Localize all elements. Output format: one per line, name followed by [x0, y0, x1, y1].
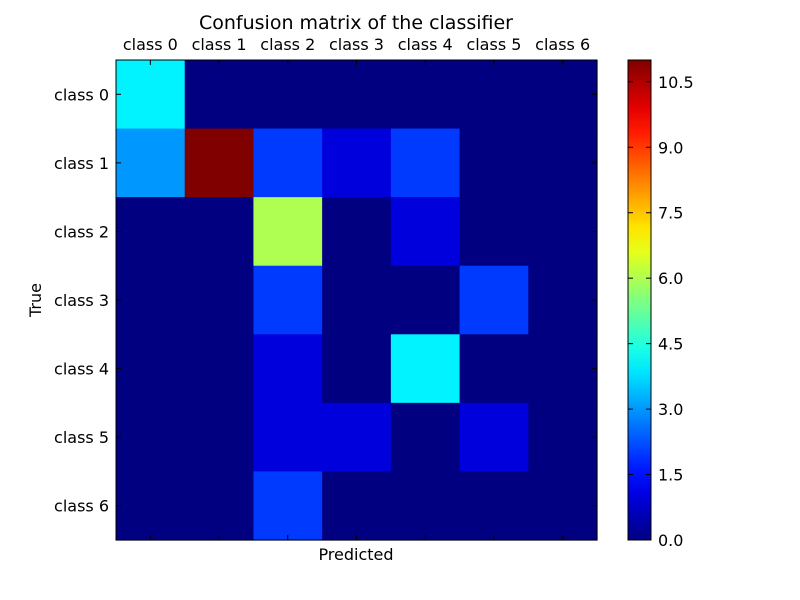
heatmap-cell-r4-c1 — [184, 334, 255, 404]
heatmap-cell-r5-c2 — [253, 402, 323, 473]
heatmap-cell-r0-c1 — [184, 60, 255, 130]
heatmap-cell-r1-c2 — [253, 128, 323, 198]
heatmap-cell-r5-c1 — [184, 402, 255, 473]
heatmap-cell-r3-c1 — [184, 265, 255, 335]
x-tick-label: class 6 — [535, 35, 590, 54]
heatmap-cell-r1-c1 — [184, 128, 255, 198]
heatmap-cell-r6-c5 — [459, 471, 529, 541]
colorbar-tick-label: 3.0 — [658, 400, 683, 419]
heatmap-cell-r2-c0 — [116, 197, 186, 267]
colorbar-tick-label: 1.5 — [658, 466, 683, 485]
colorbar-tick-label: 6.0 — [658, 269, 683, 288]
x-tick-label: class 2 — [260, 35, 315, 54]
heatmap-cell-r5-c5 — [459, 402, 529, 473]
heatmap-cell-r2-c3 — [322, 197, 392, 267]
y-tick-label: class 2 — [54, 222, 109, 241]
colorbar-tick-label: 10.5 — [658, 73, 694, 92]
heatmap-cell-r1-c5 — [459, 128, 529, 198]
heatmap-cell-r5-c0 — [116, 402, 186, 473]
heatmap-cell-r1-c6 — [528, 128, 598, 198]
heatmap-cell-r0-c6 — [528, 60, 598, 130]
heatmap-cell-r4-c4 — [390, 334, 461, 404]
heatmap-cell-r2-c2 — [253, 197, 323, 267]
heatmap-cell-r4-c2 — [253, 334, 323, 404]
colorbar-tick-label: 9.0 — [658, 138, 683, 157]
x-tick-label: class 0 — [123, 35, 178, 54]
heatmap-cell-r4-c6 — [528, 334, 598, 404]
colorbar — [627, 59, 652, 541]
heatmap-cell-r2-c1 — [184, 197, 255, 267]
x-tick-label: class 5 — [466, 35, 521, 54]
heatmap-cell-r0-c4 — [390, 60, 461, 130]
heatmap-cell-r5-c4 — [390, 402, 461, 473]
heatmap-cell-r2-c6 — [528, 197, 598, 267]
x-tick-labels: class 0 class 1 class 2 class 3 class 4 class… — [123, 35, 590, 54]
heatmap-cell-r2-c5 — [459, 197, 529, 267]
y-tick-label: class 1 — [54, 154, 109, 173]
y-tick-label: class 0 — [54, 85, 109, 104]
heatmap-cell-r4-c0 — [116, 334, 186, 404]
y-tick-label: class 4 — [54, 360, 109, 379]
heatmap-cell-r4-c5 — [459, 334, 529, 404]
colorbar-tick-label: 0.0 — [658, 531, 683, 550]
x-tick-label: class 1 — [192, 35, 247, 54]
heatmap-cell-r0-c0 — [116, 60, 186, 130]
y-tick-labels: class 0 class 1 class 2 class 3 class 4 class… — [54, 85, 109, 515]
heatmap-cell-r0-c5 — [459, 60, 529, 130]
y-tick-label: class 5 — [54, 428, 109, 447]
y-tick-label: class 3 — [54, 291, 109, 310]
heatmap-cell-r6-c0 — [116, 471, 186, 541]
heatmap-cell-r3-c3 — [322, 265, 392, 335]
heatmap-cell-r0-c2 — [253, 60, 323, 130]
heatmap-cell-r0-c3 — [322, 60, 392, 130]
heatmap-cell-r5-c3 — [322, 402, 392, 473]
colorbar-ticks: 0.0 1.5 3.0 4.5 6.0 7.5 9.0 10.5 — [628, 73, 694, 550]
heatmap-cell-r1-c4 — [390, 128, 461, 198]
axis-ticks — [116, 60, 597, 540]
heatmap-cell-r3-c2 — [253, 265, 323, 335]
heatmap-cell-r3-c5 — [459, 265, 529, 335]
heatmap-cell-r6-c6 — [528, 471, 598, 541]
heatmap-cells — [116, 60, 598, 541]
heatmap-cell-r6-c1 — [184, 471, 255, 541]
heatmap-cell-r1-c0 — [116, 128, 186, 198]
heatmap-cell-r3-c0 — [116, 265, 186, 335]
chart-title: Confusion matrix of the classifier — [199, 12, 513, 34]
x-tick-label: class 4 — [398, 35, 453, 54]
heatmap-cell-r6-c3 — [322, 471, 392, 541]
heatmap-cell-r5-c6 — [528, 402, 598, 473]
y-tick-label: class 6 — [54, 497, 109, 516]
heatmap-cell-r6-c4 — [390, 471, 461, 541]
heatmap-cell-r4-c3 — [322, 334, 392, 404]
colorbar-tick-label: 7.5 — [658, 204, 683, 223]
x-tick-label: class 3 — [329, 35, 384, 54]
heatmap-cell-r2-c4 — [390, 197, 461, 267]
heatmap-cell-r6-c2 — [253, 471, 323, 541]
heatmap-cell-r1-c3 — [322, 128, 392, 198]
heatmap-cell-r3-c6 — [528, 265, 598, 335]
x-axis-label: Predicted — [318, 545, 393, 564]
heatmap-cell-r3-c4 — [390, 265, 461, 335]
colorbar-tick-label: 4.5 — [658, 335, 683, 354]
y-axis-label: True — [26, 283, 45, 318]
